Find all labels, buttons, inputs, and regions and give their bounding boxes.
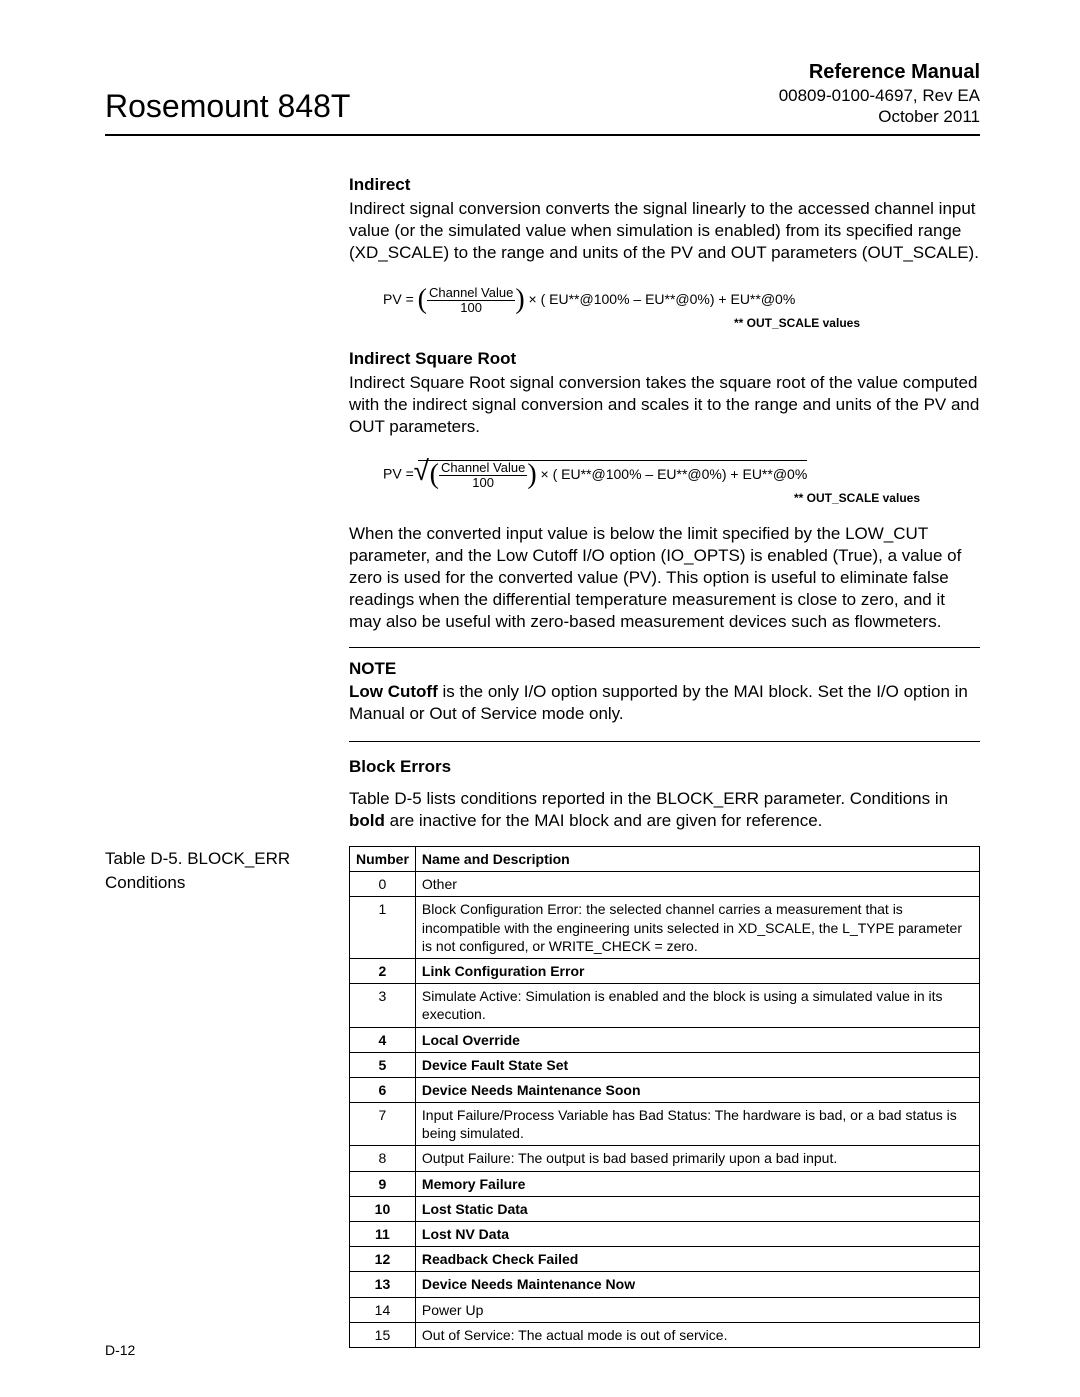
table-section: Table D-5. BLOCK_ERR Conditions Number N…: [105, 846, 980, 1348]
note-block: NOTE Low Cutoff is the only I/O option s…: [349, 658, 980, 724]
divider: [349, 741, 980, 742]
cell-description: Device Needs Maintenance Soon: [415, 1077, 979, 1102]
intro-bold: bold: [349, 811, 385, 830]
lowcut-paragraph: When the converted input value is below …: [349, 523, 980, 633]
table-row: 13Device Needs Maintenance Now: [350, 1272, 980, 1297]
intro-pre: Table D-5 lists conditions reported in t…: [349, 789, 948, 808]
table-row: 9Memory Failure: [350, 1171, 980, 1196]
cell-description: Output Failure: The output is bad based …: [415, 1146, 979, 1171]
indirect-sqrt-heading: Indirect Square Root: [349, 348, 980, 370]
cell-number: 6: [350, 1077, 416, 1102]
block-errors-intro: Table D-5 lists conditions reported in t…: [349, 788, 980, 832]
cell-number: 0: [350, 872, 416, 897]
cell-description: Local Override: [415, 1027, 979, 1052]
note-rest: is the only I/O option supported by the …: [349, 682, 968, 723]
cell-description: Device Needs Maintenance Now: [415, 1272, 979, 1297]
cell-description: Input Failure/Process Variable has Bad S…: [415, 1103, 979, 1146]
cell-description: Out of Service: The actual mode is out o…: [415, 1322, 979, 1347]
divider: [349, 647, 980, 648]
table-caption-line2: Conditions: [105, 872, 325, 894]
cell-number: 9: [350, 1171, 416, 1196]
formula-tail: × ( EU**@100% – EU**@0%) + EU**@0%: [529, 291, 796, 307]
frac-numerator: Channel Value: [427, 286, 515, 301]
cell-number: 4: [350, 1027, 416, 1052]
page: Rosemount 848T Reference Manual 00809-01…: [0, 0, 1080, 1388]
frac-numerator: Channel Value: [439, 461, 527, 476]
lowcut-section: When the converted input value is below …: [105, 523, 980, 846]
indirect-sqrt-body: Indirect Square Root signal conversion t…: [349, 372, 980, 438]
doc-number: 00809-0100-4697, Rev EA: [779, 85, 980, 106]
page-header: Rosemount 848T Reference Manual 00809-01…: [105, 60, 980, 136]
header-right: Reference Manual 00809-0100-4697, Rev EA…: [779, 60, 980, 128]
table-row: 12Readback Check Failed: [350, 1247, 980, 1272]
table-row: 5Device Fault State Set: [350, 1052, 980, 1077]
table-row: 0Other: [350, 872, 980, 897]
reference-manual-label: Reference Manual: [779, 60, 980, 85]
table-row: 1Block Configuration Error: the selected…: [350, 897, 980, 959]
cell-description: Memory Failure: [415, 1171, 979, 1196]
cell-description: Other: [415, 872, 979, 897]
frac-denominator: 100: [439, 476, 527, 490]
table-row: 11Lost NV Data: [350, 1222, 980, 1247]
formula-tail: × ( EU**@100% – EU**@0%) + EU**@0%: [541, 466, 808, 482]
indirect-sqrt-formula-note: ** OUT_SCALE values: [349, 491, 980, 507]
doc-date: October 2011: [779, 106, 980, 127]
note-body: Low Cutoff is the only I/O option suppor…: [349, 681, 980, 725]
frac-denominator: 100: [427, 301, 515, 315]
cell-number: 11: [350, 1222, 416, 1247]
cell-description: Device Fault State Set: [415, 1052, 979, 1077]
col-desc: Name and Description: [415, 847, 979, 872]
table-row: 3Simulate Active: Simulation is enabled …: [350, 984, 980, 1027]
table-row: 15Out of Service: The actual mode is out…: [350, 1322, 980, 1347]
cell-number: 7: [350, 1103, 416, 1146]
cell-description: Power Up: [415, 1297, 979, 1322]
cell-number: 2: [350, 958, 416, 983]
table-row: 8Output Failure: The output is bad based…: [350, 1146, 980, 1171]
cell-number: 12: [350, 1247, 416, 1272]
page-number: D-12: [105, 1341, 135, 1359]
cell-description: Simulate Active: Simulation is enabled a…: [415, 984, 979, 1027]
block-errors-heading: Block Errors: [349, 756, 980, 778]
cell-number: 14: [350, 1297, 416, 1322]
table-row: 4Local Override: [350, 1027, 980, 1052]
cell-description: Lost Static Data: [415, 1196, 979, 1221]
table-row: 2Link Configuration Error: [350, 958, 980, 983]
cell-number: 5: [350, 1052, 416, 1077]
cell-number: 10: [350, 1196, 416, 1221]
cell-number: 15: [350, 1322, 416, 1347]
product-title: Rosemount 848T: [105, 86, 350, 128]
table-caption-line1: Table D-5. BLOCK_ERR: [105, 848, 325, 870]
block-err-table: Number Name and Description 0Other1Block…: [349, 846, 980, 1348]
table-row: 7Input Failure/Process Variable has Bad …: [350, 1103, 980, 1146]
table-header-row: Number Name and Description: [350, 847, 980, 872]
cell-number: 3: [350, 984, 416, 1027]
cell-number: 8: [350, 1146, 416, 1171]
cell-description: Readback Check Failed: [415, 1247, 979, 1272]
cell-number: 1: [350, 897, 416, 959]
indirect-sqrt-formula: PV = (Channel Value100) × ( EU**@100% – …: [349, 452, 980, 491]
table-row: 10Lost Static Data: [350, 1196, 980, 1221]
formula-lhs: PV: [383, 291, 402, 307]
indirect-body: Indirect signal conversion converts the …: [349, 198, 980, 264]
cell-description: Link Configuration Error: [415, 958, 979, 983]
cell-number: 13: [350, 1272, 416, 1297]
section-indirect: Indirect Indirect signal conversion conv…: [105, 170, 980, 524]
cell-description: Block Configuration Error: the selected …: [415, 897, 979, 959]
intro-post: are inactive for the MAI block and are g…: [385, 811, 823, 830]
formula-lhs: PV: [383, 465, 402, 481]
table-row: 6Device Needs Maintenance Soon: [350, 1077, 980, 1102]
note-lead: Low Cutoff: [349, 682, 438, 701]
formula-eq: =: [406, 465, 414, 481]
table-row: 14Power Up: [350, 1297, 980, 1322]
indirect-heading: Indirect: [349, 174, 980, 196]
indirect-formula-note: ** OUT_SCALE values: [349, 316, 980, 332]
note-heading: NOTE: [349, 658, 980, 680]
indirect-formula: PV = (Channel Value100) × ( EU**@100% – …: [349, 278, 980, 316]
cell-description: Lost NV Data: [415, 1222, 979, 1247]
formula-eq: =: [406, 291, 414, 307]
col-number: Number: [350, 847, 416, 872]
